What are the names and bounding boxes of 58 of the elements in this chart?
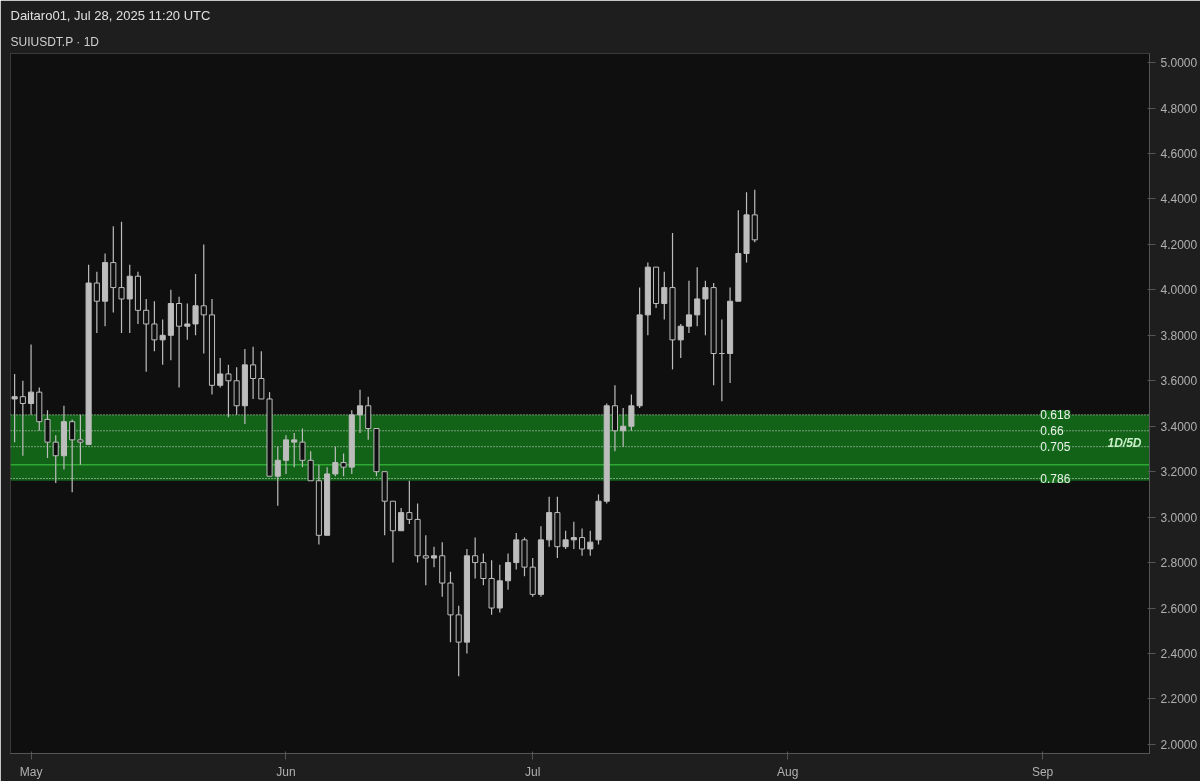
y-tick-label: 3.0000 [1160, 510, 1198, 525]
candlestick [504, 552, 512, 591]
y-tick-label: 4.6000 [1160, 147, 1198, 161]
candlestick [579, 527, 586, 557]
candlestick [167, 289, 174, 361]
y-tick-label: 5.0000 [1160, 56, 1198, 71]
candlestick [28, 343, 35, 416]
chart-subtitle: SUIUSDT.P · 1D [10, 34, 100, 49]
candlestick [430, 546, 438, 568]
candlestick [110, 225, 117, 314]
candlestick [11, 373, 18, 443]
y-tick-label: 3.6000 [1160, 374, 1198, 389]
candlestick [69, 418, 76, 493]
band-label: 1D/5D [1107, 436, 1142, 451]
x-tick-label: Jul [525, 764, 541, 779]
candlestick [93, 271, 100, 334]
annotation: 0.618 [1040, 408, 1071, 423]
candlestick [537, 525, 544, 598]
y-tick-label: 3.2000 [1160, 465, 1198, 480]
candlestick [102, 252, 109, 327]
y-tick-label: 2.6000 [1160, 601, 1198, 616]
candlestick [356, 389, 364, 434]
candlestick [472, 536, 479, 580]
candlestick [727, 286, 734, 384]
x-tick-label: Sep [1031, 764, 1054, 779]
x-tick-label: Jun [276, 764, 296, 779]
candlestick [176, 296, 183, 389]
candlestick [208, 298, 216, 396]
candlestick [134, 271, 142, 325]
y-tick-label: 3.4000 [1160, 419, 1198, 434]
candlestick [406, 480, 413, 525]
x-tick-label: May [19, 764, 43, 779]
y-tick-label: 4.8000 [1160, 101, 1198, 116]
y-tick-label: 2.0000 [1160, 737, 1198, 752]
candlestick [241, 348, 248, 425]
candlestick [463, 548, 470, 655]
annotation: 0.705 [1040, 440, 1071, 455]
y-tick-label: 4.4000 [1160, 192, 1198, 207]
y-tick-label: 2.4000 [1160, 647, 1198, 661]
candlestick [60, 405, 67, 471]
annotation: 0.66 [1040, 424, 1065, 439]
candlestick [315, 464, 322, 546]
candlestick [685, 280, 693, 334]
y-tick-label: 4.0000 [1160, 283, 1198, 298]
candlestick [200, 243, 207, 355]
y-tick-label: 2.2000 [1160, 692, 1198, 707]
candlestick [611, 384, 618, 452]
annotation: 0.786 [1040, 472, 1071, 486]
candlestick [422, 534, 429, 586]
x-tick-label: Aug [776, 764, 799, 779]
y-tick-label: 4.2000 [1160, 237, 1198, 252]
candlestick [282, 434, 290, 475]
candlestick [669, 232, 676, 371]
candlestick [118, 221, 125, 334]
chart-title: Daitaro01, Jul 28, 2025 11:20 UTC [10, 7, 211, 23]
y-tick-label: 2.8000 [1160, 556, 1198, 571]
candlestick [250, 346, 257, 400]
y-tick-label: 3.8000 [1160, 328, 1198, 343]
